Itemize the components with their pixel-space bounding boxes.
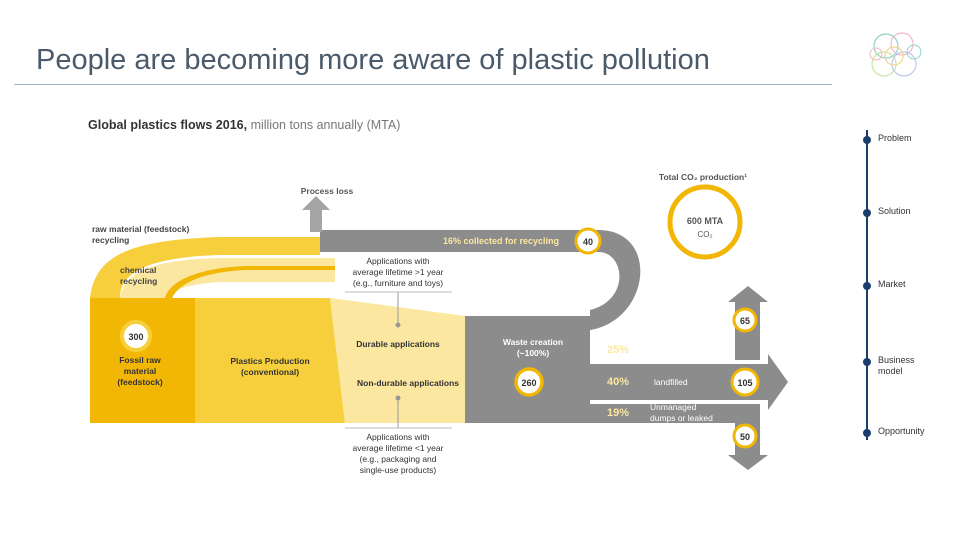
production-label-line: (conventional) (241, 367, 299, 377)
landfilled-value: 105 (737, 378, 752, 388)
section-nav: Problem Solution Market Business model O… (862, 128, 960, 448)
short-apps-line: (e.g., packaging and (359, 454, 436, 464)
landfilled-pct: 40% (607, 376, 629, 388)
nav-label: Solution (878, 206, 911, 216)
nav-label: Business model (878, 355, 915, 376)
page-title: People are becoming more aware of plasti… (36, 44, 710, 76)
abstract-circles-logo-icon (869, 32, 922, 77)
nav-dot (863, 282, 871, 290)
nav-dot (863, 209, 871, 217)
nav-dot (863, 136, 871, 144)
dumps-label-line: Unmanaged (650, 402, 697, 412)
chemical-recycling-band (165, 266, 335, 298)
collected-value: 40 (583, 237, 593, 247)
dumps-arrow (590, 404, 768, 470)
process-loss-arrow (302, 196, 330, 232)
short-apps-line: single-use products) (360, 465, 437, 475)
nondurable-label: Non-durable applications (357, 378, 459, 388)
fossil-value: 300 (128, 332, 143, 342)
landfilled-label: landfilled (654, 377, 688, 387)
fossil-label-line: Fossil raw (119, 355, 161, 365)
long-apps-line: average lifetime >1 year (353, 267, 444, 277)
waste-label-line: (~100%) (517, 348, 550, 358)
waste-badge (514, 367, 544, 397)
incinerated-badge (732, 307, 758, 333)
recycling-loop (320, 230, 641, 330)
callout-dot (395, 322, 401, 328)
nav-item-business-model[interactable]: Business model (862, 355, 960, 385)
short-apps-line: average lifetime <1 year (353, 443, 444, 453)
short-apps-line: Applications with (366, 432, 430, 442)
landfilled-arrow (590, 354, 788, 410)
nav-item-opportunity[interactable]: Opportunity (862, 426, 960, 456)
nav-item-problem[interactable]: Problem (862, 133, 960, 163)
incinerated-label: incinerated (654, 343, 696, 353)
landfilled-badge (730, 367, 760, 397)
feedstock-recycling-label-1: raw material (feedstock) (92, 224, 189, 234)
durable-label: Durable applications (356, 339, 440, 349)
nav-item-solution[interactable]: Solution (862, 206, 960, 236)
fossil-feedstock-block (90, 298, 195, 423)
long-apps-line: Applications with (366, 256, 430, 266)
collected-badge (574, 227, 602, 255)
co2-circle (667, 184, 743, 260)
co2-title: Total CO₂ production¹ (659, 172, 747, 182)
production-block (195, 298, 345, 423)
long-apps-line: (e.g., furniture and toys) (353, 278, 443, 288)
chemical-recycling-label-1: chemical (120, 265, 156, 275)
co2-value: 600 MTA (687, 216, 724, 226)
fossil-badge (120, 320, 152, 352)
nav-item-market[interactable]: Market (862, 279, 960, 309)
nav-dot (863, 358, 871, 366)
dumps-value: 50 (740, 432, 750, 442)
waste-value: 260 (521, 378, 536, 388)
dumps-pct: 19% (607, 407, 629, 419)
production-label-line: Plastics Production (230, 356, 309, 366)
incinerated-pct: 25% (607, 344, 629, 356)
dumps-badge (732, 423, 758, 449)
fossil-label-line: material (124, 366, 157, 376)
fossil-label-line: (feedstock) (117, 377, 163, 387)
title-divider (14, 84, 832, 85)
waste-label-line: Waste creation (503, 337, 563, 347)
callout-dot (395, 395, 401, 401)
nav-label: Opportunity (878, 426, 925, 436)
incinerated-arrow (590, 286, 768, 360)
feedstock-recycling-label-2: recycling (92, 235, 129, 245)
co2-unit: CO₂ (697, 230, 712, 239)
nav-dot (863, 429, 871, 437)
process-loss-label: Process loss (301, 186, 354, 196)
dumps-label-line: dumps or leaked (650, 413, 713, 423)
nav-label: Market (878, 279, 906, 289)
nav-label: Problem (878, 133, 912, 143)
diagram-heading-light: million tons annually (MTA) (247, 118, 400, 132)
chemical-recycling-label-2: recycling (120, 276, 157, 286)
applications-block (330, 298, 465, 423)
incinerated-value: 65 (740, 316, 750, 326)
feedstock-recycling-arc (90, 237, 320, 298)
collected-label: 16% collected for recycling (443, 236, 559, 246)
diagram-heading: Global plastics flows 2016, million tons… (88, 118, 400, 132)
diagram-heading-bold: Global plastics flows 2016, (88, 118, 247, 132)
